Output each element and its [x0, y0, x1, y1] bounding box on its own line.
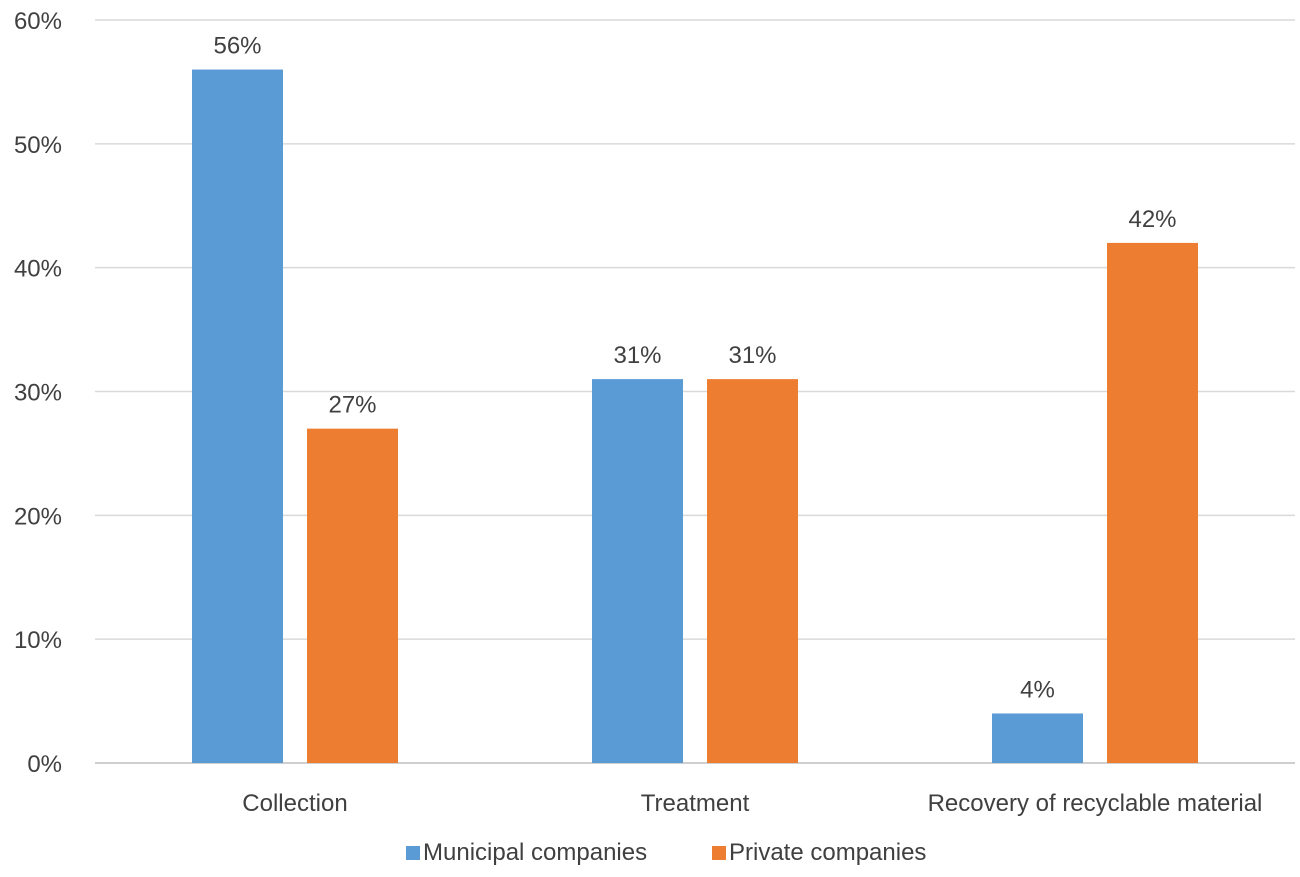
- data-label: 4%: [1020, 676, 1055, 703]
- x-category-label: Recovery of recyclable material: [928, 790, 1263, 817]
- legend-label: Private companies: [729, 839, 926, 866]
- x-category-label: Collection: [242, 790, 347, 817]
- y-axis-ticks: 0% 10% 20% 30% 40% 50% 60%: [14, 8, 62, 778]
- data-label: 31%: [613, 342, 661, 369]
- bar: [992, 713, 1083, 763]
- legend: Municipal companies Private companies: [406, 839, 926, 866]
- legend-swatch: [406, 846, 420, 860]
- bar: [307, 428, 398, 763]
- data-label: 56%: [213, 33, 261, 60]
- bar: [592, 379, 683, 763]
- data-labels: 56% 27% 31% 31% 4% 42%: [213, 33, 1176, 704]
- bars: [192, 69, 1198, 764]
- y-tick-label: 50%: [14, 132, 62, 159]
- bar: [192, 69, 283, 764]
- x-axis: Collection Treatment Recovery of recyclabl…: [242, 790, 1262, 817]
- data-label: 42%: [1128, 206, 1176, 233]
- y-tick-label: 0%: [27, 751, 62, 778]
- x-category-label: Treatment: [641, 790, 750, 817]
- data-label: 27%: [328, 392, 376, 419]
- bar: [1107, 242, 1198, 763]
- y-tick-label: 30%: [14, 380, 62, 407]
- legend-swatch: [712, 846, 726, 860]
- y-tick-label: 60%: [14, 8, 62, 35]
- legend-label: Municipal companies: [423, 839, 647, 866]
- data-label: 31%: [728, 342, 776, 369]
- y-tick-label: 10%: [14, 627, 62, 654]
- bar: [707, 379, 798, 763]
- y-tick-label: 40%: [14, 256, 62, 283]
- gridlines: [95, 19, 1295, 764]
- y-tick-label: 20%: [14, 503, 62, 530]
